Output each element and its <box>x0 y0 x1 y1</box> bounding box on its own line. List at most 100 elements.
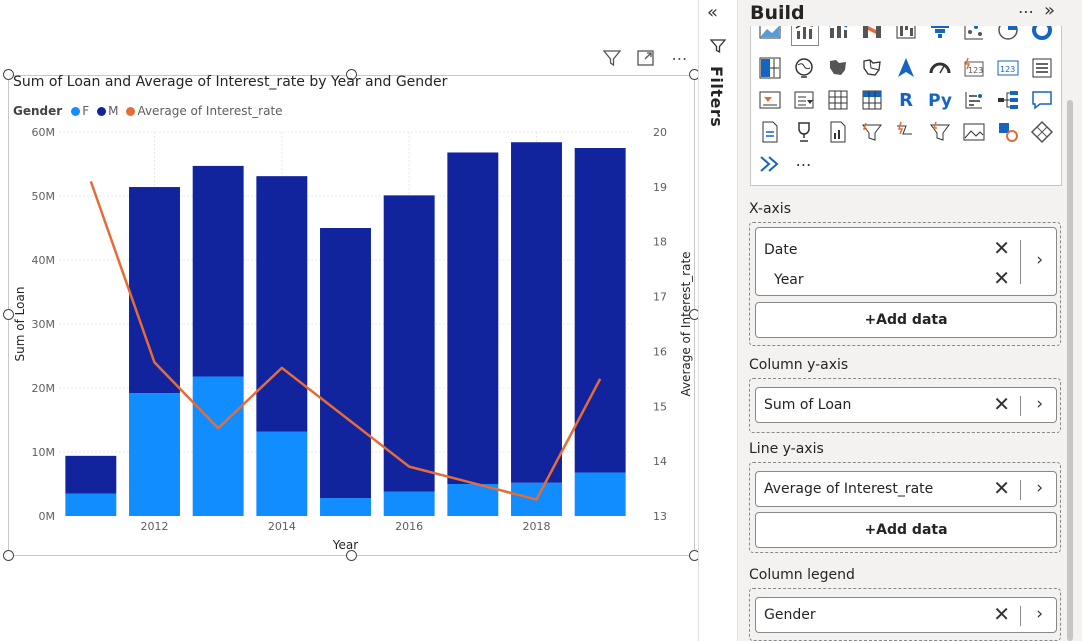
chart-plot: 0M 10M 20M 30M 40M 50M 60M 13 14 15 16 17 18 19 20 2012… <box>13 126 693 552</box>
matrix-icon[interactable] <box>859 88 885 114</box>
paginated-report-icon[interactable] <box>757 120 783 146</box>
field-label: Gender <box>764 607 816 623</box>
slicer-icon[interactable] <box>791 88 817 114</box>
bar-f-2015 <box>320 498 371 516</box>
card-new-icon[interactable]: 123 <box>961 56 987 82</box>
azure-map-icon[interactable] <box>893 56 919 82</box>
ribbon-chart-icon[interactable] <box>859 26 885 44</box>
chevron-right-icon[interactable]: › <box>1036 604 1043 624</box>
remove-field-icon[interactable]: ✕ <box>993 392 1010 416</box>
multi-row-card-icon[interactable] <box>1029 56 1055 82</box>
legend-label-interest: Average of Interest_rate <box>137 104 283 118</box>
filled-map-icon[interactable] <box>825 56 851 82</box>
resize-handle-left[interactable] <box>3 309 14 320</box>
gender-field[interactable]: Gender ✕ › <box>755 597 1057 633</box>
decomposition-tree-icon[interactable] <box>995 88 1021 114</box>
smart-narrative-icon[interactable] <box>825 120 851 146</box>
bar-f-2013 <box>192 376 244 516</box>
svg-text:123: 123 <box>968 66 983 75</box>
build-more-options-icon[interactable]: ⋯ <box>1018 2 1035 21</box>
remove-year-field-icon[interactable]: ✕ <box>993 266 1010 290</box>
line-y-axis-add-data-button[interactable]: +Add data <box>755 512 1057 548</box>
column-legend-well[interactable]: Gender ✕ › <box>749 588 1061 641</box>
date-hierarchy-field[interactable]: Date Year ✕ ✕ › <box>755 227 1057 296</box>
chevron-right-icon[interactable]: › <box>1036 250 1043 270</box>
bar-m-2018 <box>511 142 562 483</box>
y2-tick-label: 15 <box>653 400 667 413</box>
bar-f-2016 <box>383 491 435 516</box>
field-divider <box>1020 606 1021 626</box>
expand-pane-icon[interactable]: » <box>1044 0 1056 21</box>
r-script-visual-icon[interactable]: R <box>899 90 913 111</box>
arcgis-map-icon[interactable] <box>995 120 1021 146</box>
x-axis-well[interactable]: Date Year ✕ ✕ › +Add data <box>749 222 1061 346</box>
column-y-axis-well-label: Column y-axis <box>749 357 849 373</box>
gauge-icon[interactable] <box>927 56 953 82</box>
get-more-visuals-icon[interactable]: ⋯ <box>795 155 813 174</box>
table-icon[interactable] <box>825 88 851 114</box>
line-stacked-column-icon[interactable] <box>825 26 851 44</box>
copilot-narrative-icon[interactable] <box>757 152 783 178</box>
python-visual-icon[interactable]: Py <box>928 91 952 111</box>
legend-label-f: F <box>82 104 90 118</box>
line-clustered-column-icon[interactable] <box>791 26 819 46</box>
qa-visual-icon[interactable] <box>1029 88 1055 114</box>
metrics-visual-icon[interactable] <box>859 120 885 146</box>
area-chart-icon[interactable] <box>757 26 783 44</box>
waterfall-chart-icon[interactable] <box>893 26 919 44</box>
power-automate-icon[interactable] <box>927 120 953 146</box>
line-y-axis-well[interactable]: Average of Interest_rate ✕ › +Add data <box>749 462 1061 553</box>
field-year-label: Year <box>774 272 804 288</box>
shape-map-icon[interactable] <box>859 56 885 82</box>
x-axis-well-label: X-axis <box>749 201 791 217</box>
resize-handle-top-left[interactable] <box>3 69 14 80</box>
funnel-icon[interactable] <box>601 48 623 70</box>
x-tick-label: 2012 <box>141 520 169 533</box>
kpi-icon[interactable] <box>757 88 783 114</box>
image-icon[interactable] <box>961 120 987 146</box>
focus-mode-icon[interactable] <box>635 48 657 70</box>
funnel-chart-icon[interactable] <box>927 26 953 44</box>
report-canvas[interactable]: ⋯ Sum of Loan and Average of Interest_ra… <box>0 0 700 641</box>
collapse-filters-icon[interactable]: « <box>707 2 719 23</box>
custom-visual-icon[interactable] <box>1029 120 1055 146</box>
legend-item-m[interactable]: M <box>97 104 118 118</box>
resize-handle-bottom[interactable] <box>346 550 357 561</box>
field-divider <box>1020 240 1021 284</box>
y-tick-label: 40M <box>32 254 56 267</box>
more-options-icon[interactable]: ⋯ <box>671 49 689 68</box>
build-pane-scrollbar[interactable] <box>1067 100 1073 641</box>
remove-field-icon[interactable]: ✕ <box>993 602 1010 626</box>
y2-tick-label: 16 <box>653 345 667 358</box>
resize-handle-bottom-left[interactable] <box>3 550 14 561</box>
average-interest-rate-field[interactable]: Average of Interest_rate ✕ › <box>755 471 1057 507</box>
filters-pane-label[interactable]: Filters <box>707 66 726 128</box>
card-icon[interactable]: 123 <box>995 56 1021 82</box>
pie-chart-icon[interactable] <box>995 26 1021 44</box>
treemap-icon[interactable] <box>757 56 783 82</box>
filters-pane-collapsed[interactable]: « Filters <box>698 0 738 641</box>
scatter-chart-icon[interactable] <box>961 26 987 44</box>
bar-m-2016 <box>383 195 435 492</box>
column-y-axis-well[interactable]: Sum of Loan ✕ › <box>749 378 1061 433</box>
trophy-icon[interactable] <box>791 120 817 146</box>
map-icon[interactable] <box>791 56 817 82</box>
y-axis-title: Sum of Loan <box>13 287 27 362</box>
remove-date-field-icon[interactable]: ✕ <box>993 236 1010 260</box>
y-tick-label: 10M <box>32 446 56 459</box>
sum-of-loan-field[interactable]: Sum of Loan ✕ › <box>755 387 1057 423</box>
power-apps-icon[interactable] <box>893 120 919 146</box>
bar-f-2011 <box>65 493 117 516</box>
x-axis-add-data-button[interactable]: +Add data <box>755 302 1057 338</box>
chevron-right-icon[interactable]: › <box>1036 394 1043 414</box>
y-tick-label: 50M <box>32 190 56 203</box>
chevron-right-icon[interactable]: › <box>1036 478 1043 498</box>
legend-item-f[interactable]: F <box>71 104 89 118</box>
remove-field-icon[interactable]: ✕ <box>993 476 1010 500</box>
bar-f-2019 <box>574 472 626 516</box>
funnel-icon <box>709 38 727 58</box>
resize-handle-top[interactable] <box>346 69 357 80</box>
legend-item-interest[interactable]: Average of Interest_rate <box>126 104 283 118</box>
donut-chart-icon[interactable] <box>1029 26 1055 44</box>
key-influencers-icon[interactable] <box>961 88 987 114</box>
